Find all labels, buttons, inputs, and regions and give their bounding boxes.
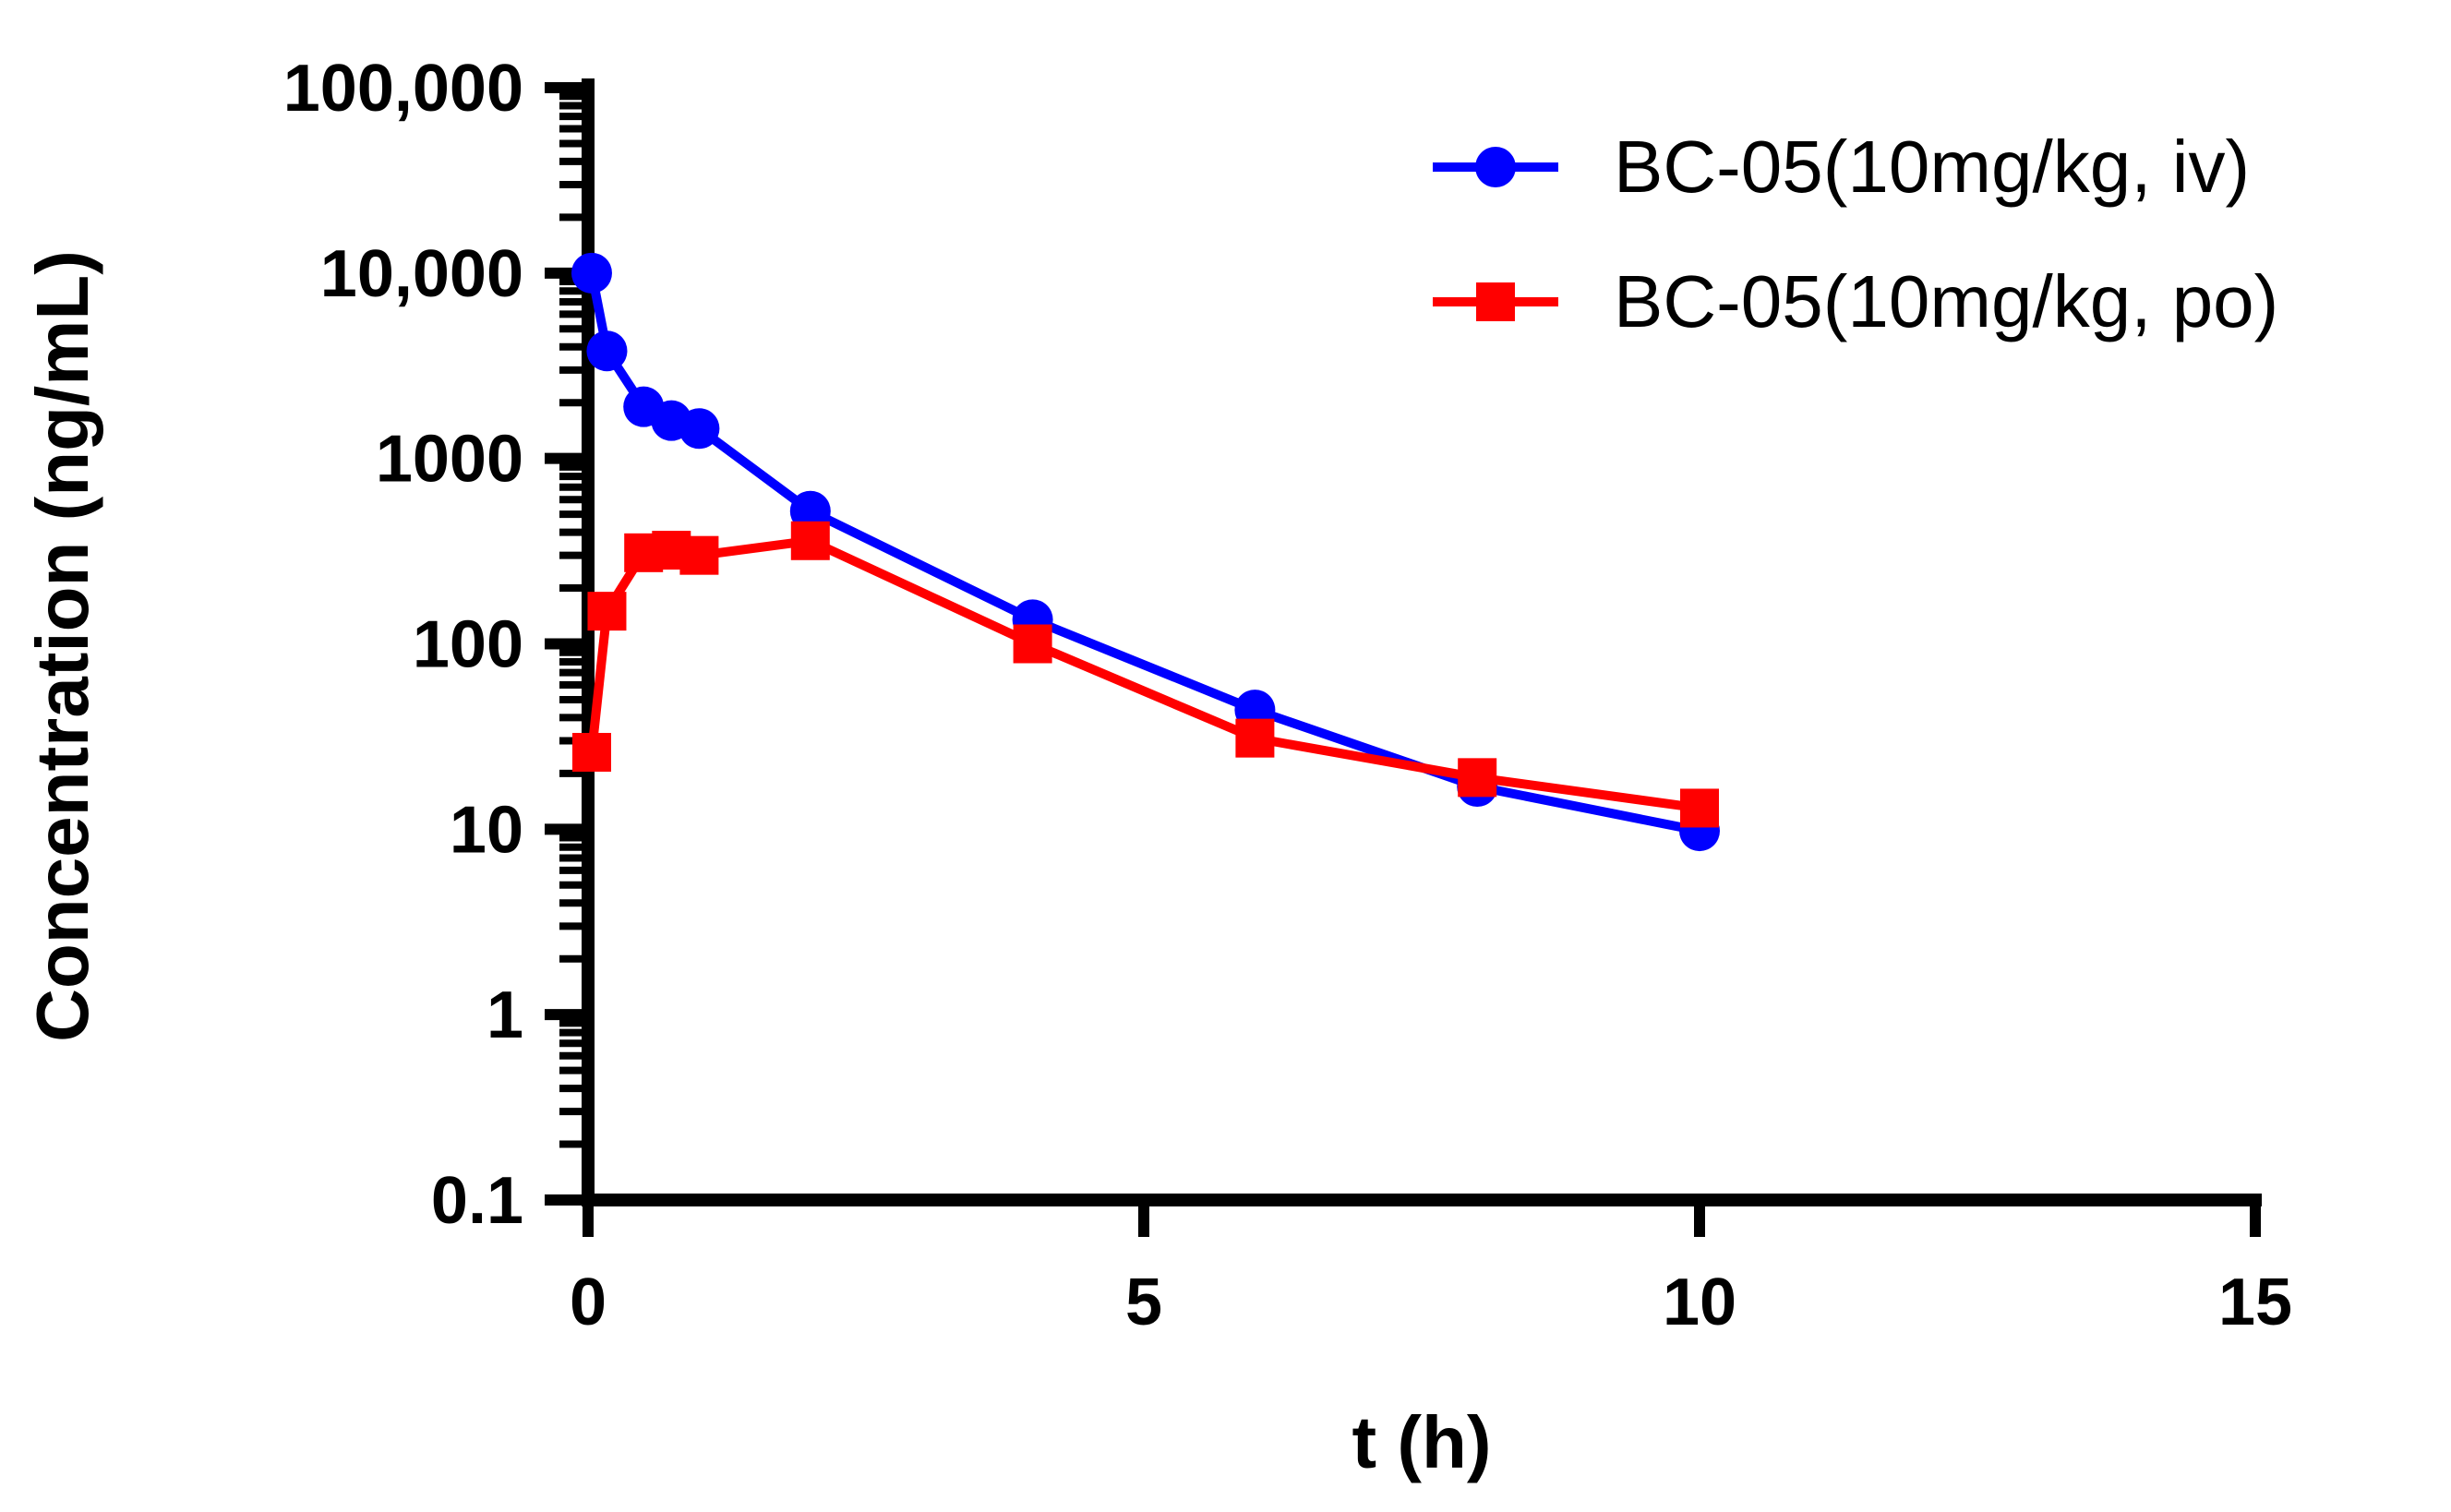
y-axis-title: Concentration (ng/mL) [21,250,103,1042]
y-tick-label: 0.1 [431,1164,523,1238]
data-point-po [1013,624,1052,664]
legend-label-iv: BC-05(10mg/kg, iv) [1614,126,2250,208]
series-line-po [587,535,1700,813]
axes [582,78,2262,1206]
legend-marker-po [1476,282,1515,321]
legend-marker-iv [1475,147,1516,187]
y-tick-label: 1 [487,978,523,1052]
data-point-po [679,535,719,575]
data-point-po [1458,758,1497,798]
y-tick-label: 100,000 [283,52,523,126]
y-tick-label: 100 [413,608,523,682]
data-point-po [1235,718,1275,758]
x-tick-label: 5 [1125,1266,1162,1339]
legend: BC-05(10mg/kg, iv) BC-05(10mg/kg, po) [1433,126,2278,342]
data-point-po [790,521,830,560]
data-point-iv [571,252,612,294]
legend-entry-po: BC-05(10mg/kg, po) [1433,260,2278,342]
data-point-iv [789,490,831,532]
x-tick-label: 0 [570,1266,607,1339]
x-tick-label: 15 [2218,1266,2292,1339]
x-tick-label: 10 [1663,1266,1736,1339]
y-tick-label: 10,000 [320,237,523,311]
x-axis-ticks: 0 5 10 15 [570,1200,2292,1339]
data-point-po [571,732,611,772]
y-axis-ticks: 0.1 1 10 100 1000 10,000 100,000 [283,52,588,1238]
data-series [571,252,1720,852]
y-tick-label: 1000 [376,423,523,497]
legend-label-po: BC-05(10mg/kg, po) [1614,260,2278,342]
y-tick-label: 10 [450,793,523,867]
data-point-po [1680,788,1719,828]
legend-entry-iv: BC-05(10mg/kg, iv) [1433,126,2250,208]
x-axis-title: t (h) [1352,1401,1491,1483]
data-point-iv [586,330,628,372]
data-point-po [587,592,627,631]
data-point-iv [679,408,720,450]
series-line-iv [587,271,1700,836]
